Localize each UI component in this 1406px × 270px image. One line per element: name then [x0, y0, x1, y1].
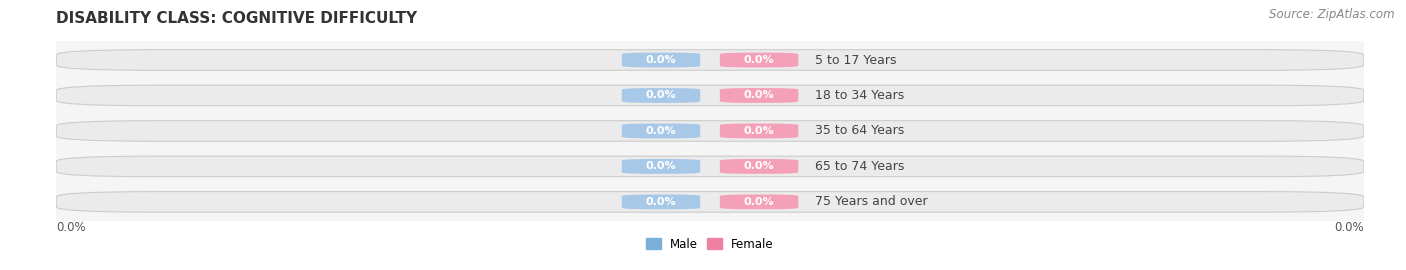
FancyBboxPatch shape: [621, 159, 700, 174]
FancyBboxPatch shape: [621, 53, 700, 68]
Text: 0.0%: 0.0%: [645, 126, 676, 136]
Text: Source: ZipAtlas.com: Source: ZipAtlas.com: [1270, 8, 1395, 21]
FancyBboxPatch shape: [56, 192, 1364, 212]
FancyBboxPatch shape: [56, 85, 1364, 106]
Text: 0.0%: 0.0%: [645, 161, 676, 171]
FancyBboxPatch shape: [720, 159, 799, 174]
FancyBboxPatch shape: [720, 88, 799, 103]
FancyBboxPatch shape: [621, 194, 700, 209]
Text: 75 Years and over: 75 Years and over: [814, 195, 928, 208]
Text: DISABILITY CLASS: COGNITIVE DIFFICULTY: DISABILITY CLASS: COGNITIVE DIFFICULTY: [56, 11, 418, 26]
Text: 0.0%: 0.0%: [645, 197, 676, 207]
Legend: Male, Female: Male, Female: [641, 233, 779, 255]
FancyBboxPatch shape: [720, 124, 799, 138]
Text: 5 to 17 Years: 5 to 17 Years: [814, 53, 896, 66]
FancyBboxPatch shape: [621, 88, 700, 103]
FancyBboxPatch shape: [56, 50, 1364, 70]
Text: 0.0%: 0.0%: [645, 90, 676, 100]
Text: 35 to 64 Years: 35 to 64 Years: [814, 124, 904, 137]
Text: 0.0%: 0.0%: [744, 126, 775, 136]
Text: 65 to 74 Years: 65 to 74 Years: [814, 160, 904, 173]
Text: 0.0%: 0.0%: [744, 161, 775, 171]
Text: 0.0%: 0.0%: [56, 221, 86, 234]
Text: 0.0%: 0.0%: [744, 55, 775, 65]
Text: 18 to 34 Years: 18 to 34 Years: [814, 89, 904, 102]
FancyBboxPatch shape: [720, 194, 799, 209]
Text: 0.0%: 0.0%: [645, 55, 676, 65]
Text: 0.0%: 0.0%: [1334, 221, 1364, 234]
FancyBboxPatch shape: [56, 156, 1364, 177]
Text: 0.0%: 0.0%: [744, 90, 775, 100]
Text: 0.0%: 0.0%: [744, 197, 775, 207]
FancyBboxPatch shape: [56, 121, 1364, 141]
FancyBboxPatch shape: [621, 124, 700, 138]
FancyBboxPatch shape: [720, 53, 799, 68]
